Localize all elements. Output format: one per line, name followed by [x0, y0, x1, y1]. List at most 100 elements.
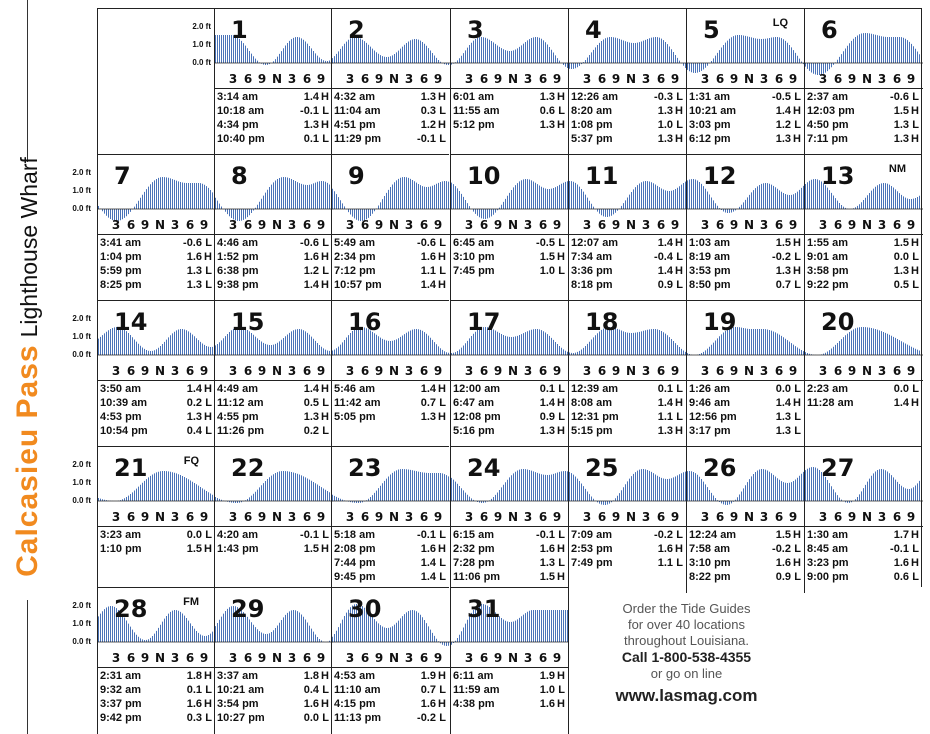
hour-tick: 6 [360, 364, 370, 378]
tide-height: 1.3 [303, 411, 319, 423]
tide-entry: 9:46 am 1.4 H [689, 396, 803, 410]
tide-height: 1.3 [420, 91, 436, 103]
tide-height: -0.5 [772, 91, 791, 103]
hour-tick: 6 [715, 218, 725, 232]
day-cell: 19 3 6 9 N 3 6 9 1:26 am 0.0 L 9:46 am 1.4 H 12:56 pm 1… [686, 300, 805, 447]
tide-height: -0.3 [654, 91, 673, 103]
tide-height: 1.3 [420, 411, 436, 423]
hour-tick: 6 [538, 218, 548, 232]
tide-time: 12:31 pm [571, 411, 619, 423]
hour-tick: 6 [597, 510, 607, 524]
tide-time: 11:42 am [334, 397, 381, 409]
tide-time: 4:49 am [217, 383, 258, 395]
tide-time: 4:53 pm [100, 411, 142, 423]
side-title: Calcasieu PassLighthouse Wharf [0, 0, 56, 734]
tide-height: 1.2 [303, 265, 319, 277]
hour-tick: 9 [906, 72, 916, 86]
tide-time: 5:16 pm [453, 425, 495, 437]
tide-type: H [793, 237, 801, 249]
tide-height: 1.0 [539, 684, 555, 696]
tide-time: 6:11 am [453, 670, 494, 682]
hour-tick: 3 [641, 364, 651, 378]
hour-tick: 9 [847, 364, 857, 378]
tide-height: 1.4 [657, 237, 673, 249]
tide-entry: 4:38 pm 1.6 H [453, 697, 567, 711]
tide-time: 7:28 pm [453, 557, 495, 569]
tide-height: 1.3 [657, 425, 673, 437]
tide-height: 1.3 [893, 133, 909, 145]
tide-entry: 5:18 am -0.1 L [334, 528, 448, 542]
tide-time: 12:08 pm [453, 411, 501, 423]
tide-time: 1:31 am [689, 91, 730, 103]
tide-type: H [557, 698, 565, 710]
tide-entry: 12:24 am 1.5 H [689, 528, 803, 542]
hour-tick: 6 [126, 364, 136, 378]
tide-time: 1:10 pm [100, 543, 142, 555]
hour-tick: 3 [345, 364, 355, 378]
tide-time: 6:12 pm [689, 133, 731, 145]
tide-time: 3:17 pm [689, 425, 731, 437]
tide-list: 12:39 am 0.1 L 8:08 am 1.4 H 12:31 pm 1.1 L 5:15 … [571, 382, 685, 438]
tide-type: H [438, 698, 446, 710]
tide-type: L [558, 265, 565, 277]
hour-tick: 6 [597, 364, 607, 378]
tide-type: H [557, 119, 565, 131]
tide-entry: 12:39 am 0.1 L [571, 382, 685, 396]
tide-time: 10:40 pm [217, 133, 265, 145]
hour-tick: N [861, 364, 873, 378]
tide-entry: 5:49 am -0.6 L [334, 236, 448, 250]
tide-height: 0.0 [186, 529, 202, 541]
tide-curve-chart [451, 469, 569, 503]
tide-type: L [794, 411, 801, 423]
tide-time: 6:01 am [453, 91, 494, 103]
tide-list: 5:49 am -0.6 L 2:34 pm 1.6 H 7:12 pm 1.1 L 10:57 … [334, 236, 448, 292]
tide-time: 12:07 am [571, 237, 619, 249]
tide-height: 0.1 [186, 684, 202, 696]
tide-time: 5:12 pm [453, 119, 495, 131]
hour-tick: 3 [641, 72, 651, 86]
y-axis-label: 1.0 ft [72, 332, 91, 341]
day-number: 29 [231, 595, 265, 623]
tide-type: H [321, 383, 329, 395]
tide-entry: 12:03 pm 1.5 H [807, 104, 921, 118]
tide-entry: 4:15 pm 1.6 H [334, 697, 448, 711]
title-rule-top [27, 0, 28, 162]
hour-tick: 9 [670, 510, 680, 524]
tide-type: L [322, 397, 329, 409]
tide-list: 4:49 am 1.4 H 11:12 am 0.5 L 4:55 pm 1.3 H 11:26 … [217, 382, 331, 438]
tide-time: 3:54 pm [217, 698, 259, 710]
tide-type: L [439, 397, 446, 409]
tide-list: 1:30 am 1.7 H 8:45 am -0.1 L 3:23 pm 1.6 H 9:00 p… [807, 528, 921, 584]
hour-tick: 6 [126, 651, 136, 665]
tide-height: -0.2 [772, 543, 791, 555]
tide-height: 1.4 [303, 279, 319, 291]
tide-entry: 3:58 pm 1.3 H [807, 264, 921, 278]
tide-height: 0.5 [303, 397, 319, 409]
tide-height: 1.5 [539, 251, 555, 263]
hour-tick: 3 [345, 72, 355, 86]
tide-height: 1.5 [186, 543, 202, 555]
tide-type: H [557, 425, 565, 437]
tide-type: H [793, 265, 801, 277]
hour-tick: 9 [433, 651, 443, 665]
tide-time: 4:46 am [217, 237, 258, 249]
day-number: 1 [231, 16, 248, 44]
tide-entry: 11:06 pm 1.5 H [453, 570, 567, 584]
promo-website[interactable]: www.lasmag.com [615, 686, 758, 705]
hour-tick: 3 [287, 218, 297, 232]
hour-tick: 6 [302, 510, 312, 524]
tide-height: 0.4 [186, 425, 202, 437]
tide-type: L [558, 557, 565, 569]
tide-height: 1.0 [539, 265, 555, 277]
tide-curve-chart [687, 327, 805, 356]
tide-height: 0.1 [657, 383, 673, 395]
tide-entry: 4:53 am 1.9 H [334, 669, 448, 683]
hour-tick: 9 [199, 651, 209, 665]
hour-tick: 9 [433, 364, 443, 378]
hour-tick: 9 [670, 72, 680, 86]
tide-entry: 1:55 am 1.5 H [807, 236, 921, 250]
tide-entry: 5:59 pm 1.3 L [100, 264, 214, 278]
